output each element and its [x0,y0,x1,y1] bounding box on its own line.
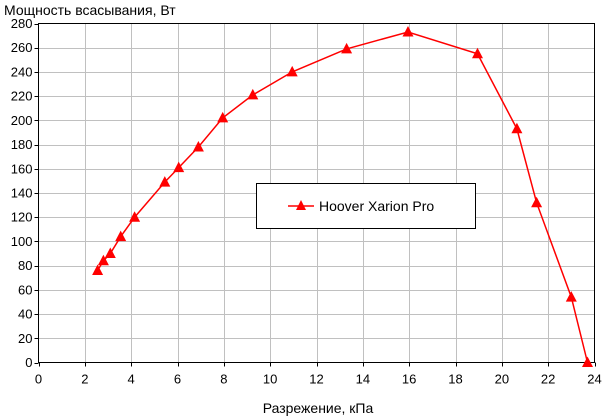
data-point [402,26,414,37]
plot-area [38,23,595,363]
data-point [531,196,543,208]
x-tick-label: 4 [128,372,135,387]
data-point [173,161,185,173]
legend-label: Hoover Xarion Pro [319,198,434,214]
x-tick-label: 18 [448,372,462,387]
y-tick-label: 100 [11,234,33,249]
data-point [286,65,298,77]
y-tick-label: 60 [18,282,32,297]
data-point [192,141,204,152]
y-axis: 0 20 40 60 80 100 120 140 160 180 200 220 240 260 280 [11,16,39,370]
y-tick-label: 20 [18,331,32,346]
data-point [582,356,593,367]
x-tick-label: 20 [495,372,509,387]
y-tick-label: 120 [11,210,33,225]
data-point [129,211,141,222]
data-point [472,47,483,59]
y-tick-label: 200 [11,113,33,128]
y-tick-label: 80 [18,258,32,273]
data-point [565,291,577,302]
x-tick-label: 12 [309,372,323,387]
data-point [104,247,116,258]
data-point [217,111,229,123]
y-tick-label: 0 [25,355,32,370]
data-point [92,264,104,275]
y-tick-label: 180 [11,137,33,152]
data-point [115,230,127,242]
y-axis-title: Мощность всасывания, Вт [4,2,176,18]
x-axis: 0 2 4 6 8 10 12 14 16 18 20 22 24 [35,362,602,387]
y-tick-label: 140 [11,186,33,201]
y-tick-label: 260 [11,40,33,55]
data-point [341,42,353,54]
series-markers [92,26,593,367]
x-tick-label: 0 [35,372,42,387]
y-tick-label: 40 [18,307,32,322]
y-tick-label: 220 [11,89,33,104]
y-tick-label: 240 [11,64,33,79]
x-tick-label: 6 [174,372,181,387]
x-tick-label: 8 [220,372,227,387]
x-axis-title: Разрежение, кПа [263,400,374,416]
y-tick-label: 160 [11,161,33,176]
data-point [97,254,109,266]
legend: Hoover Xarion Pro [256,183,476,229]
data-point [247,88,259,100]
x-tick-label: 22 [541,372,555,387]
x-tick-label: 24 [587,372,601,387]
x-tick-label: 16 [402,372,416,387]
x-tick-label: 2 [81,372,88,387]
x-tick-label: 14 [356,372,370,387]
data-point [511,122,523,134]
y-tick-label: 280 [11,16,33,31]
legend-marker [296,200,306,210]
data-point [159,176,171,187]
x-tick-label: 10 [263,372,277,387]
